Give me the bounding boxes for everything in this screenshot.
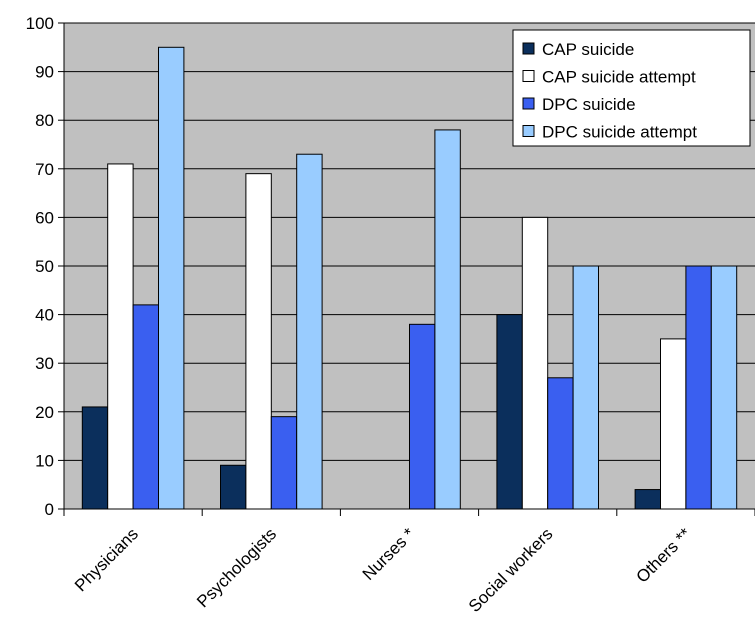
axes <box>58 22 755 516</box>
legend-entry: CAP suicide attempt <box>542 68 696 87</box>
bar <box>132 304 160 510</box>
y-tick-label: 100 <box>26 14 54 33</box>
legend-swatch <box>522 125 535 137</box>
legend-box <box>512 29 751 147</box>
y-tick-label: 50 <box>35 257 54 276</box>
bar <box>409 323 436 510</box>
bar <box>220 464 247 510</box>
bar <box>572 265 599 510</box>
legend-entry: DPC suicide <box>542 95 636 114</box>
y-tick-label: 70 <box>35 160 54 179</box>
bar <box>270 416 298 510</box>
y-tick-label: 40 <box>35 306 54 325</box>
bar <box>81 406 109 510</box>
y-tick-labels: 0 10 20 30 40 50 60 70 80 90 100 <box>26 14 54 519</box>
y-tick-label: 90 <box>35 63 54 82</box>
bar <box>547 377 574 510</box>
legend-entry: CAP suicide <box>542 40 634 59</box>
x-category-label: Nurses * <box>359 524 419 584</box>
y-tick-label: 0 <box>45 500 54 519</box>
bar <box>296 153 323 510</box>
bar <box>634 489 661 510</box>
bar <box>158 46 185 510</box>
bar <box>521 216 549 510</box>
bars <box>81 46 738 510</box>
legend-swatch <box>522 97 535 110</box>
y-tick-label: 80 <box>35 111 54 130</box>
y-tick-label: 10 <box>35 451 54 470</box>
legend-swatch <box>522 70 535 82</box>
x-category-label: Others ** <box>633 524 695 586</box>
bar <box>107 163 134 510</box>
legend-swatch <box>522 42 535 55</box>
x-category-labels: Physicians Psychologists Nurses * Social wo… <box>71 524 695 616</box>
bar <box>685 265 712 510</box>
x-category-label: Psychologists <box>193 524 280 611</box>
y-tick-label: 60 <box>35 208 54 227</box>
bar <box>660 338 687 510</box>
x-category-label: Physicians <box>71 524 142 595</box>
y-tick-label: 20 <box>35 403 54 422</box>
bar <box>710 265 738 510</box>
bar <box>245 173 272 510</box>
bar <box>434 129 461 510</box>
bar <box>496 314 523 510</box>
legend-entry: DPC suicide attempt <box>542 123 697 142</box>
y-tick-label: 30 <box>35 354 54 373</box>
x-category-label: Social workers <box>465 524 557 616</box>
legend: CAP suicide CAP suicide attempt DPC suicid… <box>512 29 751 147</box>
